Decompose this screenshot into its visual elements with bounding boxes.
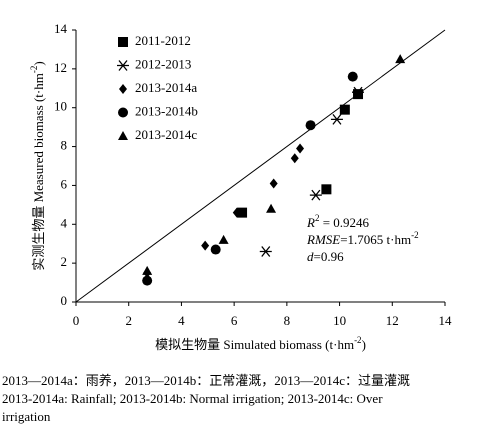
y-tick-label: 14 — [54, 21, 68, 36]
text-part: =0.96 — [314, 249, 345, 264]
annotation: d=0.96 — [307, 249, 344, 264]
annotation: RMSE=1.7065 t·hm-2 — [306, 230, 419, 247]
y-tick-label: 0 — [61, 293, 68, 308]
text-part: -2 — [29, 66, 39, 74]
y-tick-label: 10 — [54, 99, 67, 114]
legend-label: 2011-2012 — [135, 33, 191, 48]
y-tick-label: 4 — [61, 215, 68, 230]
point — [142, 275, 153, 286]
point — [259, 246, 272, 257]
text-part: -2 — [411, 230, 419, 240]
legend-label: 2013-2014a — [135, 80, 197, 95]
text-part: RMSE — [306, 232, 340, 247]
point — [290, 153, 299, 164]
y-tick-label: 6 — [61, 176, 68, 191]
text-part: d — [307, 249, 314, 264]
x-axis-label: 模拟生物量 Simulated biomass (t·hm-2) — [155, 335, 366, 352]
text-part: 2 — [315, 213, 320, 223]
point — [237, 207, 248, 218]
legend-marker — [118, 37, 128, 47]
point — [395, 54, 406, 64]
legend-label: 2012-2013 — [135, 56, 191, 71]
text-part: ) — [31, 61, 46, 65]
x-tick-label: 14 — [439, 313, 453, 328]
point — [269, 178, 278, 189]
x-tick-label: 12 — [386, 313, 399, 328]
annotation: R2 = 0.9246 — [306, 213, 370, 230]
text-part: 实测生物量 Measured biomass (t·hm — [31, 73, 46, 271]
y-axis-label: 实测生物量 Measured biomass (t·hm-2) — [29, 61, 46, 270]
legend-label: 2013-2014b — [135, 103, 198, 118]
text-part: ) — [362, 337, 366, 352]
y-tick-label: 8 — [61, 138, 68, 153]
point — [330, 113, 343, 125]
point — [352, 86, 365, 98]
text-part: R — [306, 215, 315, 230]
caption-line: irrigation — [2, 409, 51, 424]
point — [347, 71, 358, 82]
x-tick-label: 6 — [231, 313, 238, 328]
x-tick-label: 2 — [125, 313, 132, 328]
x-tick-label: 8 — [284, 313, 291, 328]
point — [266, 203, 277, 213]
text-part: -2 — [354, 335, 362, 345]
point — [353, 89, 364, 100]
point — [142, 265, 153, 275]
caption-line: 2013—2014a：雨养，2013—2014b：正常灌溉，2013—2014c… — [2, 373, 410, 388]
legend-marker — [119, 84, 127, 94]
point — [232, 207, 241, 218]
point — [210, 244, 221, 255]
legend-marker — [117, 60, 129, 71]
y-tick-label: 12 — [54, 60, 67, 75]
x-tick-label: 10 — [333, 313, 346, 328]
x-tick-label: 4 — [178, 313, 185, 328]
caption-line: 2013-2014a: Rainfall; 2013-2014b: Normal… — [2, 391, 383, 406]
text-part: =1.7065 t·hm — [340, 232, 411, 247]
one-to-one-line — [75, 29, 446, 303]
point — [201, 240, 210, 251]
point — [305, 120, 316, 131]
text-part: = 0.9246 — [319, 215, 369, 230]
text-part: 模拟生物量 Simulated biomass (t·hm — [155, 337, 354, 352]
y-tick-label: 2 — [61, 254, 68, 269]
legend-marker — [118, 107, 128, 118]
point — [296, 143, 305, 154]
point — [218, 234, 229, 244]
point — [339, 104, 350, 115]
legend-marker — [118, 131, 128, 140]
point — [309, 189, 322, 201]
legend-label: 2013-2014c — [135, 127, 197, 142]
x-tick-label: 0 — [73, 313, 80, 328]
point — [321, 184, 332, 195]
